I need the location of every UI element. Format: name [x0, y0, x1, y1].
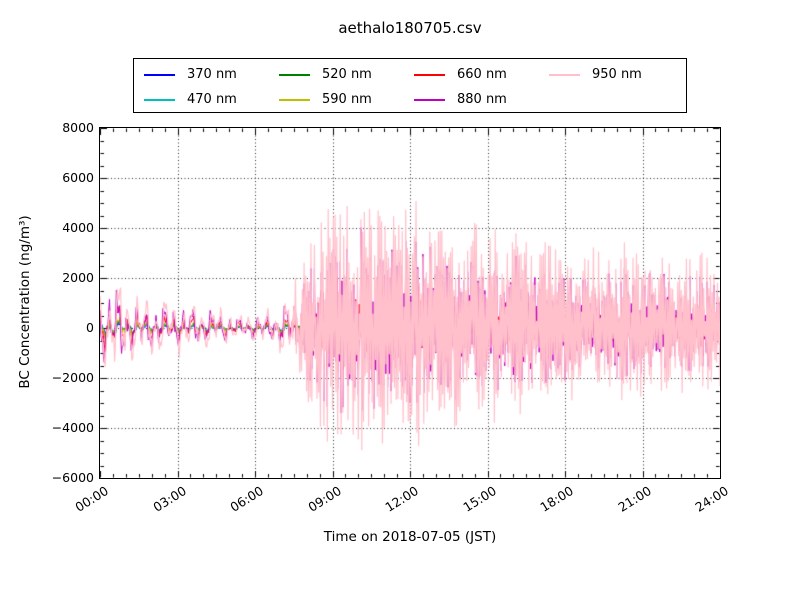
legend-label: 520 nm: [322, 67, 372, 82]
y-tick-label: 4000: [62, 220, 94, 235]
legend-item-520nm: 520 nm: [279, 62, 414, 87]
legend-item-660nm: 660 nm: [414, 62, 549, 87]
y-tick-label: 6000: [62, 170, 94, 185]
legend-column: 660 nm 880 nm: [414, 62, 549, 112]
legend-label: 660 nm: [457, 67, 507, 82]
legend: 370 nm 470 nm 520 nm 590 nm 660 nm 880 nm 950 …: [133, 58, 687, 113]
legend-item-590nm: 590 nm: [279, 87, 414, 112]
legend-line-icon: [279, 98, 310, 101]
chart-title: aethalo180705.csv: [338, 19, 482, 37]
y-axis-label: BC Concentration (ng/m³): [17, 215, 33, 389]
x-tick-label: 15:00: [459, 483, 499, 515]
legend-line-icon: [279, 73, 310, 76]
legend-label: 370 nm: [187, 67, 237, 82]
x-tick-label: 03:00: [149, 483, 189, 515]
legend-line-icon: [144, 73, 175, 76]
x-tick-label: 12:00: [382, 483, 421, 515]
x-tick-label: 24:00: [692, 483, 731, 515]
legend-label: 950 nm: [592, 67, 642, 82]
y-tick-label: 8000: [62, 120, 94, 135]
x-tick-label: 21:00: [614, 483, 654, 515]
y-tick-label: −6000: [51, 470, 94, 485]
x-axis-label: Time on 2018-07-05 (JST): [323, 529, 497, 545]
legend-label: 880 nm: [457, 92, 507, 107]
legend-item-470nm: 470 nm: [144, 87, 279, 112]
y-tick-label: 2000: [62, 270, 94, 285]
x-tick-label: 00:00: [72, 483, 111, 515]
plot-area: [99, 127, 721, 479]
legend-column: 520 nm 590 nm: [279, 62, 414, 112]
chart-canvas: [100, 128, 720, 478]
legend-line-icon: [549, 73, 580, 76]
x-tick-label: 18:00: [537, 483, 576, 515]
legend-column: 950 nm: [549, 62, 684, 87]
legend-line-icon: [414, 98, 445, 101]
legend-item-950nm: 950 nm: [549, 62, 684, 87]
legend-label: 470 nm: [187, 92, 237, 107]
x-tick-label: 09:00: [304, 483, 344, 515]
legend-item-880nm: 880 nm: [414, 87, 549, 112]
legend-column: 370 nm 470 nm: [144, 62, 279, 112]
legend-line-icon: [414, 73, 445, 76]
y-tick-label: −2000: [51, 370, 94, 385]
y-tick-label: 0: [86, 320, 94, 335]
x-tick-label: 06:00: [227, 483, 266, 515]
legend-label: 590 nm: [322, 92, 372, 107]
legend-line-icon: [144, 98, 175, 101]
y-tick-label: −4000: [51, 420, 94, 435]
legend-item-370nm: 370 nm: [144, 62, 279, 87]
